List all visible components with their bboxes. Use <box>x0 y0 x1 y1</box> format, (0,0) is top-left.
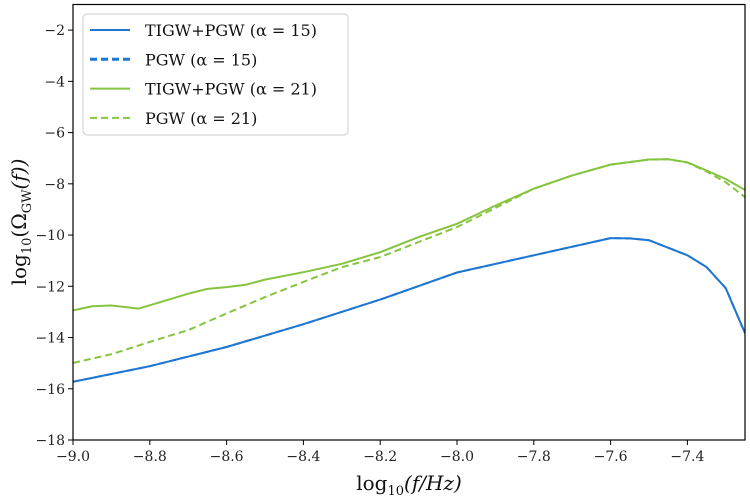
series-line-2 <box>73 158 745 312</box>
legend-box <box>82 13 349 136</box>
y-tick-label: −10 <box>35 228 65 244</box>
legend-label: TIGW+PGW (α = 21) <box>145 80 317 99</box>
x-tick-label: −8.4 <box>286 449 320 465</box>
x-tick-label: −7.6 <box>594 449 628 465</box>
plot-frame <box>72 3 746 441</box>
x-tick-label: −8.0 <box>440 449 474 465</box>
y-tick-label: −2 <box>44 23 65 39</box>
x-tick-label: −9.0 <box>56 449 90 465</box>
y-tick-label: −8 <box>44 177 65 193</box>
y-axis-label: log10(ΩGW(f)) <box>7 159 35 286</box>
x-tick-label: −8.8 <box>133 449 167 465</box>
y-tick-label: −18 <box>35 433 65 449</box>
x-tick-label: −8.6 <box>210 449 244 465</box>
series-line-3 <box>73 158 745 364</box>
x-tick-label: −7.4 <box>670 449 704 465</box>
x-tick-label: −7.8 <box>517 449 551 465</box>
y-tick-label: −14 <box>35 331 65 347</box>
y-tick-label: −16 <box>35 382 65 398</box>
series-line-0 <box>73 237 745 383</box>
legend: TIGW+PGW (α = 15) PGW (α = 15) TIGW+PGW (α… <box>82 13 349 136</box>
ticks-layer: −9.0 −8.8 −8.6 −8.4 −8.2 −8.0 −7.8 −7.6 −7.4 −18 −… <box>35 23 704 465</box>
legend-label: PGW (α = 15) <box>145 50 257 69</box>
y-tick-label: −4 <box>44 74 65 90</box>
y-tick-label: −6 <box>44 126 65 142</box>
y-tick-label: −12 <box>35 279 65 295</box>
x-tick-label: −8.2 <box>363 449 397 465</box>
series-layer <box>73 158 745 383</box>
legend-label: TIGW+PGW (α = 15) <box>145 21 317 40</box>
x-axis-label: log10(f/Hz) <box>356 471 462 499</box>
legend-label: PGW (α = 21) <box>145 109 257 128</box>
